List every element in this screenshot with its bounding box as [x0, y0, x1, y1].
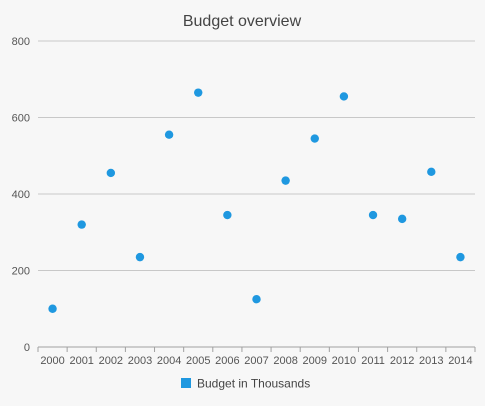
data-point[interactable]	[106, 168, 116, 178]
data-point[interactable]	[164, 130, 174, 139]
x-tick-label: 2001	[69, 355, 93, 367]
data-point[interactable]	[252, 294, 261, 304]
y-tick-label: 600	[12, 113, 30, 125]
x-tick-label: 2012	[390, 355, 414, 367]
x-tick-label: 2013	[419, 355, 443, 367]
axes	[37, 346, 476, 352]
data-point[interactable]	[310, 134, 319, 143]
data-point[interactable]	[368, 210, 378, 220]
chart-title: Budget overview	[183, 13, 302, 30]
y-tick-label: 200	[12, 266, 30, 278]
data-point[interactable]	[456, 252, 465, 262]
x-tick-label: 2004	[157, 355, 181, 367]
data-point[interactable]	[339, 92, 349, 101]
y-tick-label: 400	[12, 189, 30, 201]
legend[interactable]: Budget in Thousands	[181, 377, 310, 391]
x-tick-label: 2003	[128, 355, 152, 367]
x-tick-label: 2006	[215, 355, 239, 367]
y-axis-tick-labels: 0 200 400 600 800	[12, 36, 30, 354]
y-tick-label: 800	[12, 36, 30, 48]
data-point[interactable]	[135, 252, 145, 262]
x-tick-label: 2008	[273, 355, 297, 367]
x-tick-label: 2000	[40, 355, 64, 367]
x-axis-tick-labels: 2000 2001 2002 2003 2004 2005 2006 2007 2008 2009…	[40, 355, 472, 367]
x-tick-label: 2005	[186, 355, 210, 367]
data-point[interactable]	[427, 167, 436, 177]
data-point[interactable]	[194, 88, 203, 97]
data-point[interactable]	[223, 210, 232, 220]
legend-swatch	[181, 378, 191, 388]
x-tick-label: 2011	[361, 355, 385, 367]
x-tick-label: 2010	[332, 355, 356, 367]
data-point[interactable]	[77, 220, 86, 229]
data-points	[48, 88, 465, 313]
x-tick-label: 2002	[99, 355, 123, 367]
y-tick-label: 0	[24, 342, 30, 354]
x-tick-label: 2007	[244, 355, 268, 367]
data-point[interactable]	[48, 304, 57, 313]
legend-label: Budget in Thousands	[197, 377, 310, 391]
gridlines	[38, 40, 475, 271]
x-tick-label: 2009	[303, 355, 327, 367]
x-tick-label: 2014	[448, 355, 472, 367]
data-point[interactable]	[397, 214, 407, 224]
data-point[interactable]	[281, 176, 290, 185]
